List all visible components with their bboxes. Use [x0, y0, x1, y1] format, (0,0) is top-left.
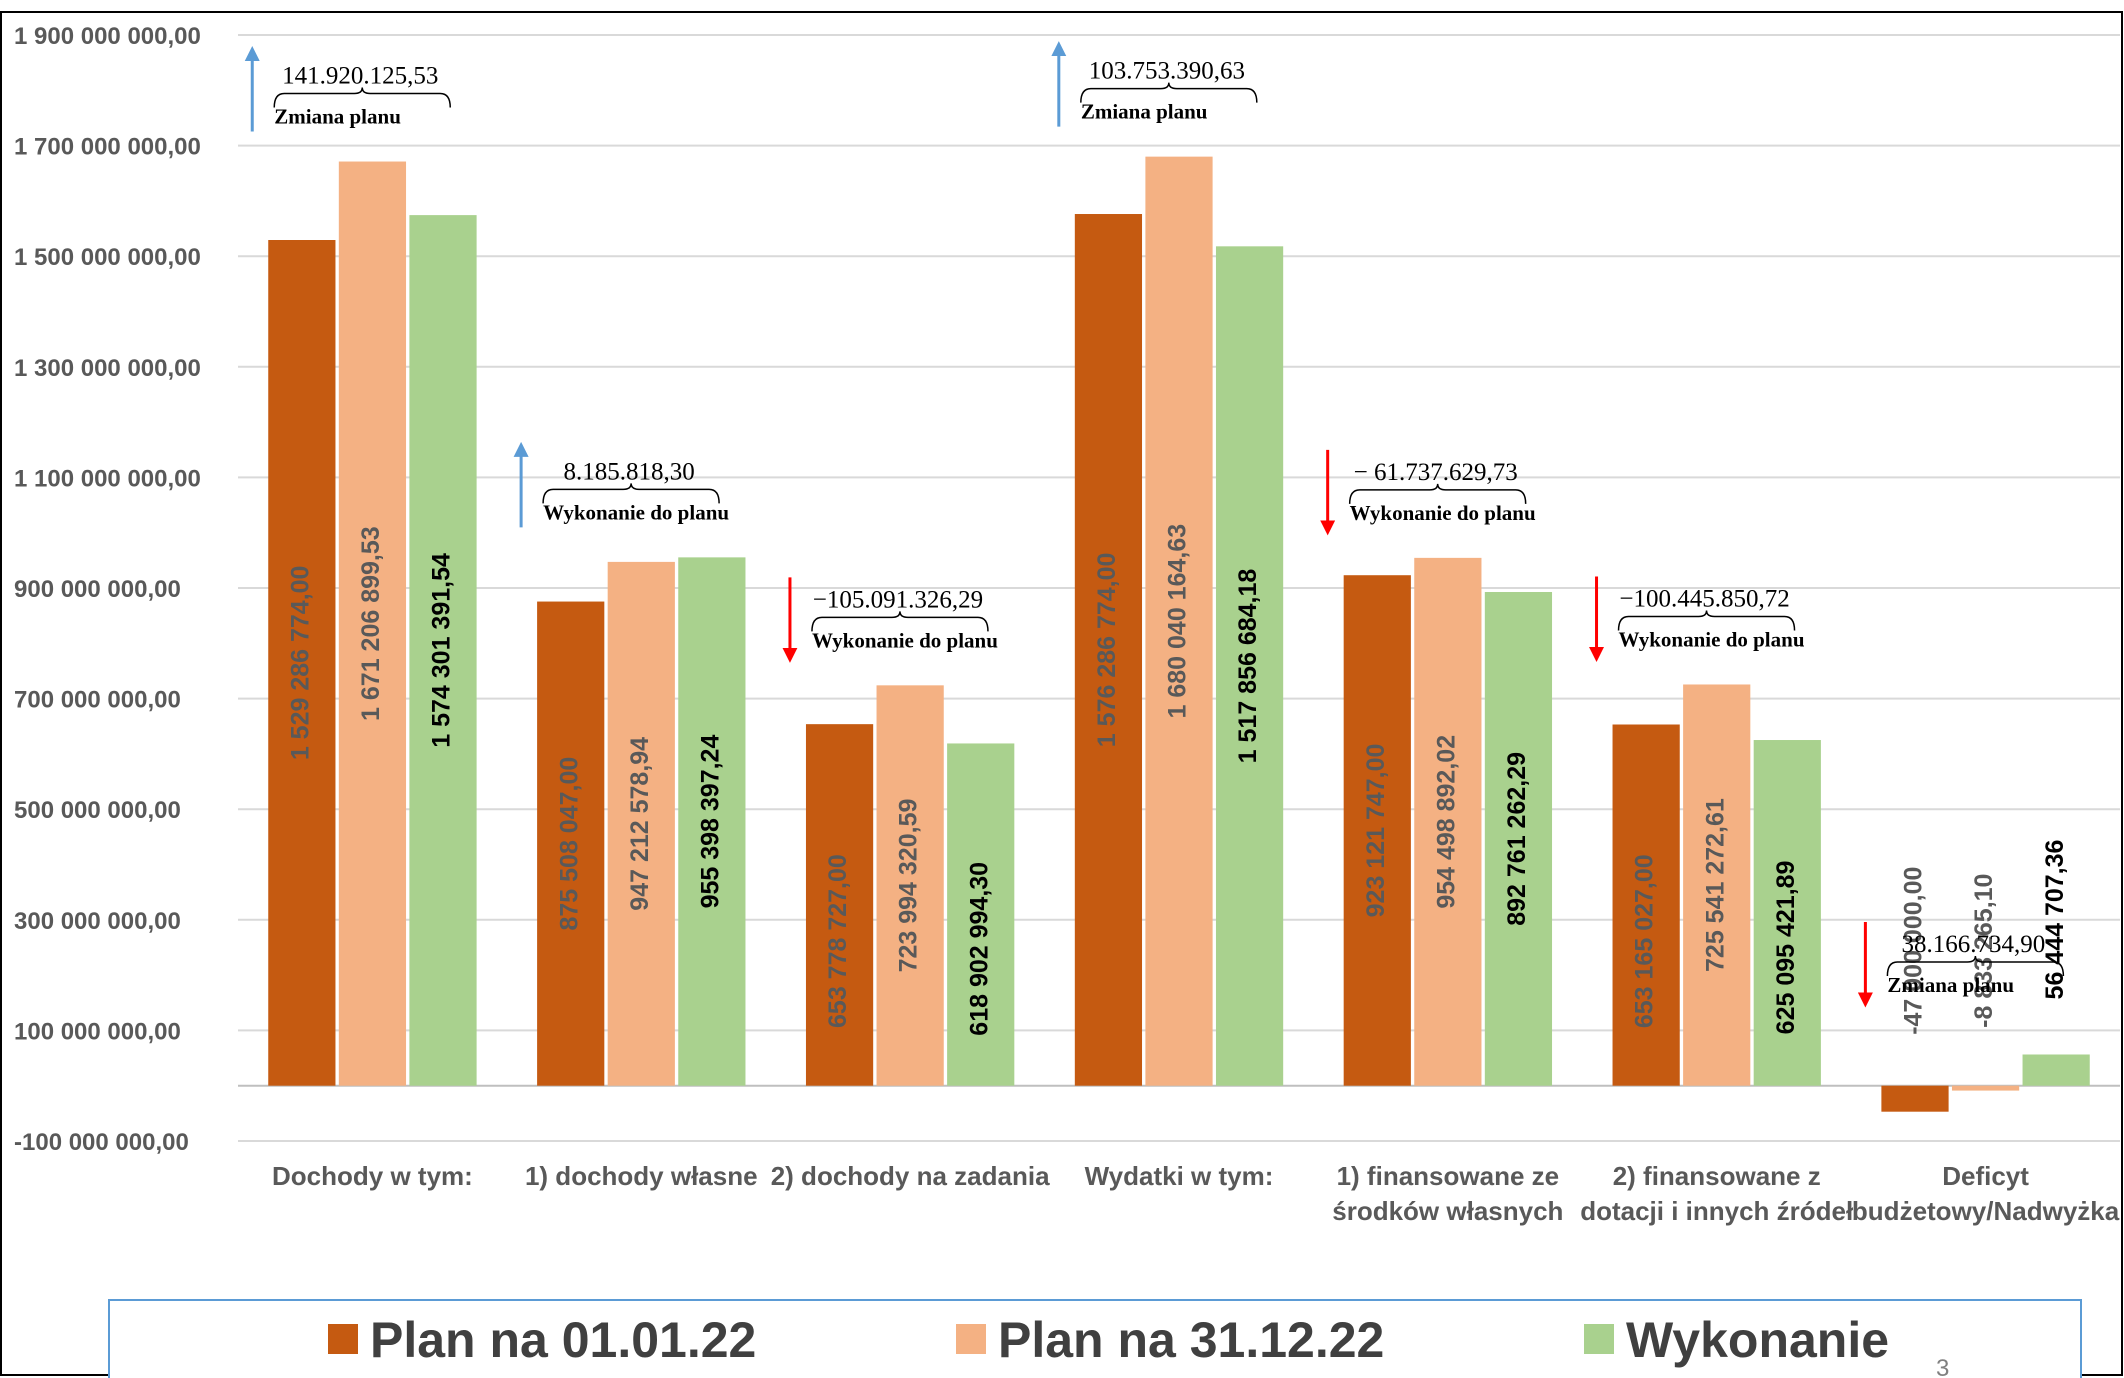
bar	[1753, 740, 1821, 1086]
bar	[678, 557, 746, 1086]
bar	[2022, 1054, 2090, 1086]
annotation-caption: Wykonanie do planu	[812, 628, 998, 652]
y-tick-label: 1 300 000 000,00	[14, 355, 201, 382]
bar-value-label: -47 000 000,00	[1900, 867, 1928, 1035]
bar	[947, 743, 1015, 1086]
annotation-value: 38.166.734,90	[1902, 931, 2046, 958]
bar-value-label: 1 680 040 164,63	[1164, 524, 1192, 719]
bar	[876, 685, 944, 1086]
bar	[409, 215, 477, 1086]
bar	[1683, 684, 1751, 1086]
legend-label: Plan na 31.12.22	[998, 1312, 1384, 1368]
y-tick-label: 900 000 000,00	[14, 576, 181, 603]
bar-value-label: 725 541 272,61	[1701, 798, 1729, 972]
page-number: 3	[1936, 1355, 1949, 1378]
bar-value-label: 653 778 727,00	[824, 854, 852, 1028]
bar-value-label: 947 212 578,94	[626, 737, 654, 911]
annotation-caption: Wykonanie do planu	[1350, 501, 1536, 525]
bar-value-label: 723 994 320,59	[895, 799, 923, 973]
bar	[1951, 1085, 2020, 1091]
y-tick-label: 1 100 000 000,00	[14, 465, 201, 492]
bar	[537, 601, 605, 1086]
annotation-caption: Zmiana planu	[1887, 973, 2014, 997]
annotation-brace	[1617, 610, 1796, 631]
annotation-value: 103.753.390,63	[1089, 58, 1245, 85]
legend-label: Wykonanie	[1626, 1312, 1889, 1368]
bar	[1881, 1085, 1949, 1112]
bar-value-label: 955 398 397,24	[696, 735, 724, 909]
bar	[268, 240, 336, 1086]
bar-value-label: 875 508 047,00	[555, 757, 583, 931]
category-label: 2) finansowane z dotacji i innych źródeł	[1580, 1161, 1854, 1226]
category-label: Wydatki w tym:	[1085, 1161, 1274, 1191]
bar-value-label: 1 574 301 391,54	[428, 553, 456, 748]
legend: Plan na 01.01.22 Plan na 31.12.22 Wykonani…	[328, 1312, 1889, 1368]
bar	[1145, 156, 1213, 1086]
y-tick-label: 500 000 000,00	[14, 797, 181, 824]
bar-value-label: -8 833 265,10	[1970, 874, 1998, 1028]
annotation-value: 8.185.818,30	[563, 458, 694, 485]
bar-value-label: 1 529 286 774,00	[286, 566, 314, 761]
y-tick-label: 100 000 000,00	[14, 1018, 181, 1045]
legend-box	[108, 1299, 2082, 1378]
legend-swatch	[956, 1324, 986, 1354]
y-tick-label: 1 900 000 000,00	[14, 23, 201, 50]
y-tick-label: 300 000 000,00	[14, 908, 181, 935]
bar	[338, 161, 407, 1086]
annotation-brace	[542, 483, 720, 504]
legend-swatch	[328, 1324, 358, 1354]
bar-value-label: 923 121 747,00	[1362, 744, 1390, 918]
bar-value-label: 1 671 206 899,53	[357, 526, 385, 721]
change-annotations: 141.920.125,53 Zmiana planu 8.185.818,30 Wy…	[244, 41, 2065, 1008]
category-labels: Dochody w tym: 1) dochody własne 2) dochod…	[272, 1161, 2120, 1226]
category-label: 1) dochody własne	[525, 1161, 758, 1191]
annotation-caption: Wykonanie do planu	[1619, 627, 1805, 651]
category-label: Dochody w tym:	[272, 1161, 473, 1191]
y-tick-label: 700 000 000,00	[14, 687, 181, 714]
bar	[1343, 575, 1411, 1086]
y-tick-label: 1 500 000 000,00	[14, 244, 201, 271]
bar-value-label: 1 517 856 684,18	[1234, 569, 1262, 764]
bar-value-label: 653 165 027,00	[1631, 854, 1659, 1028]
bar-value-label: 892 761 262,29	[1503, 752, 1531, 926]
annotation-caption: Wykonanie do planu	[543, 500, 729, 524]
bar	[1484, 592, 1553, 1086]
annotation-caption: Zmiana planu	[1081, 100, 1208, 124]
bar	[1612, 724, 1680, 1086]
legend-swatch	[1584, 1324, 1614, 1354]
annotation-value: −100.445.850,72	[1619, 585, 1789, 612]
bar-value-label: 1 576 286 774,00	[1093, 553, 1121, 748]
annotation-brace	[1886, 955, 2065, 977]
bar	[1215, 246, 1284, 1086]
bar-data-labels: 1 529 286 774,00 1 671 206 899,53 1 574 30…	[286, 524, 2068, 1036]
bar	[1074, 214, 1143, 1086]
bar-value-label: 618 902 994,30	[965, 862, 993, 1036]
y-axis-tick-labels: 1 900 000 000,00 1 700 000 000,00 1 500 00…	[14, 23, 201, 1156]
annotation-brace	[1080, 82, 1258, 103]
annotation-value: − 61.737.629,73	[1354, 459, 1518, 486]
bar	[805, 724, 874, 1086]
bar	[607, 561, 675, 1086]
bar-value-label: 625 095 421,89	[1772, 861, 1800, 1035]
category-label: 1) finansowane ze środków własnych	[1332, 1161, 1563, 1226]
category-label: Deficyt budżetowy/Nadwyżka	[1852, 1161, 2120, 1226]
bar-value-label: 56 444 707,36	[2041, 840, 2069, 1000]
annotation-caption: Zmiana planu	[274, 105, 401, 129]
legend-label: Plan na 01.01.22	[370, 1312, 756, 1368]
annotation-value: −105.091.326,29	[813, 586, 983, 613]
annotation-value: 141.920.125,53	[282, 63, 438, 90]
y-tick-label: 1 700 000 000,00	[14, 134, 201, 161]
bar-value-label: 954 498 892,02	[1432, 735, 1460, 909]
annotation-brace	[273, 87, 451, 108]
category-label: 2) dochody na zadania	[771, 1161, 1050, 1191]
bar	[1414, 557, 1482, 1086]
y-tick-label: -100 000 000,00	[14, 1129, 189, 1156]
bars	[268, 156, 2090, 1112]
